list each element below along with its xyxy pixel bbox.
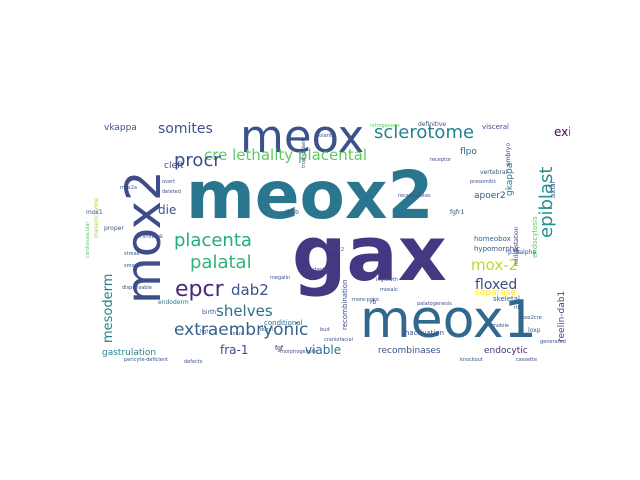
word-generated: generated [540, 339, 566, 345]
word-endoderm: endoderm [158, 299, 189, 306]
word-midgestation: midgestation [513, 226, 520, 266]
word-cleft: cleft [164, 161, 184, 171]
word-rb: rb [370, 299, 377, 306]
word-somites: somites [158, 121, 213, 137]
word-die: die [158, 203, 177, 217]
word-palatogenesis: palatogenesis [417, 301, 452, 307]
word-polarity: polarity [316, 133, 336, 139]
word-megalin: megalin [270, 275, 291, 281]
word-streak: streak [124, 251, 140, 257]
word-overt: overt [162, 179, 176, 185]
word-del22: del22 [330, 247, 345, 253]
word-meox: meox [240, 118, 365, 163]
word-mesenchyme: mesenchyme [93, 197, 100, 238]
word-mesoderm: mesoderm [101, 273, 116, 343]
word-apoer2: apoer2 [474, 191, 506, 201]
word-mox1: mox1 [86, 209, 103, 216]
word-vkappa: vkappa [104, 123, 137, 133]
word-inactivation: inactivation [403, 329, 445, 337]
word-morphogenetic: morphogenetic [280, 349, 318, 355]
word-dural: dural [260, 327, 273, 333]
word-floxed: floxed [475, 277, 518, 293]
word-meox2: meox2 [186, 157, 434, 234]
word-meox1: meox1 [360, 290, 537, 350]
word-pericyte-deficient: pericyte-deficient [124, 357, 168, 363]
word-reelin-dab1: reelin-dab1 [557, 290, 567, 342]
word-skeletal: skeletal [493, 295, 520, 303]
word-fgfr1: fgfr1 [450, 209, 465, 216]
word-cassette: cassette [516, 357, 538, 363]
word-definitive: definitive [418, 121, 447, 128]
word-bud: bud [320, 327, 330, 333]
word-fra-1: fra-1 [220, 343, 249, 357]
word-visceral: visceral [482, 123, 510, 131]
word-craniofacial: craniofacial [324, 337, 353, 343]
word-placenta: placenta [174, 230, 252, 251]
word-knockout: knockout [460, 357, 483, 363]
word-shelves: shelves [216, 302, 273, 320]
word-fgf: fgf [275, 345, 284, 352]
word-loxp: loxp [528, 327, 541, 334]
word-viable: viable [305, 343, 342, 357]
word-cre-lethality-placental: cre lethality placental [204, 146, 368, 164]
word-endocytic: endocytic [484, 346, 528, 356]
word-vertebral: vertebral [480, 169, 508, 176]
word-limb: limb [286, 209, 299, 216]
word-epiblast: epiblast [536, 166, 557, 238]
word-receptor: receptor [430, 157, 452, 163]
word-mox2a: mox2a [120, 185, 137, 191]
word-mox-2: mox-2 [471, 256, 519, 274]
word-recombinases: recombinases [378, 346, 441, 356]
word-mox2cre: mox2cre [520, 315, 542, 321]
word-palatal: palatal [190, 252, 252, 273]
word-procr: procr [174, 150, 221, 171]
word-flpo: flpo [460, 147, 477, 157]
word-recombination: recombination [341, 279, 349, 330]
word-smooth: smooth [124, 263, 143, 269]
word-dab2: dab2 [231, 281, 269, 299]
word-hgf: hgf [200, 329, 209, 335]
word-gax: gax [292, 209, 447, 298]
word-sinus: sinus [230, 331, 243, 337]
word-p38alpha: p38alpha [508, 249, 537, 256]
word-proper: proper [104, 225, 124, 232]
word-extraembryonic: extraembryonic [174, 320, 309, 340]
word-homeobox: homeobox [474, 235, 511, 243]
word-separase: separase [475, 288, 516, 298]
word-mosaic: mosaic [380, 287, 398, 293]
word-trophoblast: trophoblast [301, 139, 307, 168]
word-embryo: embryo [505, 142, 512, 166]
word-cloud: meox2 gax meox mox2 meox1 sclerotome epi… [80, 118, 570, 366]
word-gastrulation: gastrulation [102, 348, 157, 358]
word-nitrogenous: nitrogenous [370, 123, 400, 129]
word-epcr: epcr [175, 277, 224, 302]
word-hypomorphic: hypomorphic [474, 245, 520, 253]
word-axial: axial [549, 181, 557, 198]
word-presomitic: presomitic [470, 179, 497, 185]
word-more-pgko: more-pgko [352, 297, 379, 303]
word-recapitulates: recapitulates [398, 193, 431, 199]
word-dispensable: dispensable [122, 285, 152, 291]
word-rib: rib [514, 305, 521, 311]
word-exit: exit [554, 125, 570, 139]
word-conditional: conditional [264, 319, 303, 327]
word-birth: birth [202, 309, 217, 316]
word-mobile: mobile [492, 323, 509, 329]
word-defects: defects [184, 359, 203, 365]
word-gkappa: gkappa [505, 162, 515, 196]
word-primitive: primitive [136, 233, 163, 240]
word-ingrowth: ingrowth [376, 277, 398, 283]
word-adaptor: adaptor [310, 267, 330, 273]
word-deleted: deleted [162, 189, 181, 195]
word-cardiovascular: cardiovascular [85, 221, 91, 258]
word-sclerotome: sclerotome [374, 122, 475, 143]
